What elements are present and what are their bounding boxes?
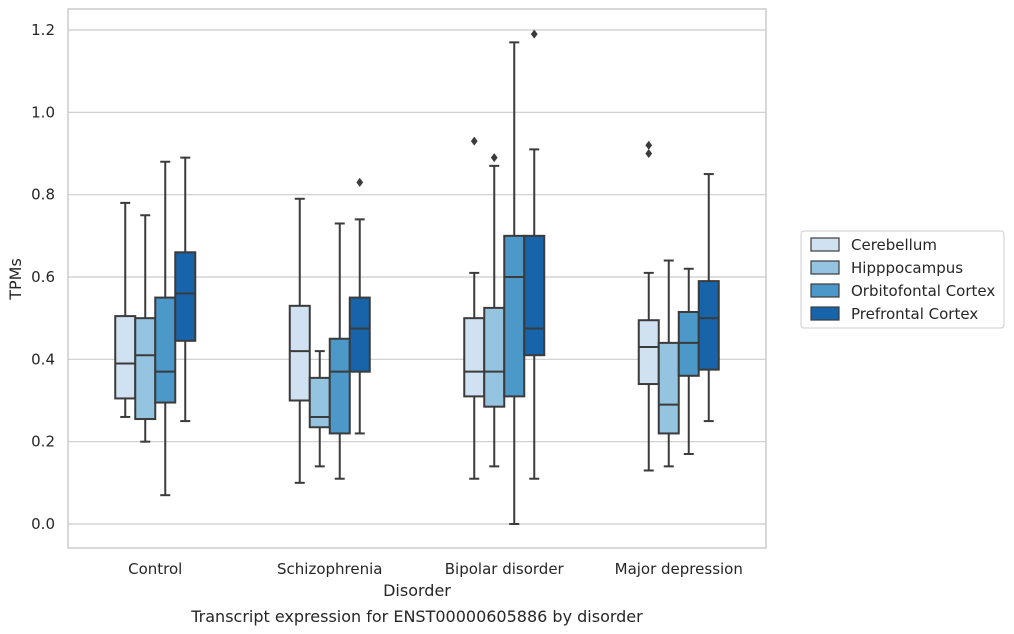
outlier-point xyxy=(470,136,478,146)
y-tick-label: 0.0 xyxy=(31,515,55,533)
box-2-4 xyxy=(657,259,680,468)
y-tick-label: 1.2 xyxy=(31,21,55,39)
box-3-2 xyxy=(328,222,351,480)
box-2-2 xyxy=(308,350,331,468)
box-3-1 xyxy=(154,160,177,497)
legend-label: Prefrontal Cortex xyxy=(851,305,978,323)
outlier-point xyxy=(645,140,653,150)
iqr-box xyxy=(523,234,546,357)
iqr-box xyxy=(328,337,351,435)
box-1-1 xyxy=(114,201,137,418)
y-tick-label: 0.2 xyxy=(31,433,55,451)
y-axis-label: TPMs xyxy=(6,258,25,301)
outlier-point xyxy=(356,177,364,187)
box-layer xyxy=(114,29,720,525)
legend-item: Orbitofontal Cortex xyxy=(810,282,995,300)
box-4-1 xyxy=(174,156,197,423)
x-tick-label: Control xyxy=(128,560,182,578)
box-1-2 xyxy=(288,197,311,484)
x-tick-label: Schizophrenia xyxy=(277,560,382,578)
legend-swatch xyxy=(810,260,840,275)
x-tick-label: Major depression xyxy=(615,560,743,578)
y-tick-label: 1.0 xyxy=(31,103,55,121)
legend: Cerebellum Hipppocampus Orbitofontal Corte… xyxy=(800,230,1005,329)
x-tick-label: Bipolar disorder xyxy=(445,560,565,578)
iqr-box xyxy=(288,304,311,402)
chart-caption: Transcript expression for ENST0000060588… xyxy=(190,607,643,626)
grid-layer xyxy=(68,29,766,525)
iqr-box xyxy=(503,234,526,398)
iqr-box xyxy=(114,315,137,400)
legend-label: Hipppocampus xyxy=(851,259,963,277)
legend-swatch xyxy=(810,283,840,298)
iqr-box xyxy=(677,310,700,377)
iqr-box xyxy=(697,280,720,371)
legend-item: Prefrontal Cortex xyxy=(810,305,978,323)
legend-item: Cerebellum xyxy=(810,236,937,254)
box-4-2 xyxy=(348,177,371,435)
iqr-box xyxy=(154,296,177,404)
legend-swatch xyxy=(810,237,840,252)
box-4-3 xyxy=(523,29,546,480)
x-axis-label: Disorder xyxy=(383,581,451,600)
box-1-3 xyxy=(463,136,486,480)
iqr-box xyxy=(348,296,371,373)
box-3-4 xyxy=(677,267,700,456)
iqr-box xyxy=(308,376,331,429)
legend-item: Hipppocampus xyxy=(810,259,963,277)
y-tick-labels: 0.0 0.2 0.4 0.6 0.8 1.0 1.2 xyxy=(31,21,55,533)
legend-swatch xyxy=(810,306,840,321)
box-1-4 xyxy=(637,140,660,472)
box-3-3 xyxy=(503,41,526,525)
y-tick-label: 0.6 xyxy=(31,268,55,286)
legend-frame xyxy=(800,230,1005,329)
outlier-point xyxy=(645,149,653,158)
outlier-point xyxy=(490,153,498,163)
plot-frame xyxy=(67,8,767,549)
box-2-3 xyxy=(483,153,506,468)
iqr-box xyxy=(657,341,680,435)
box-2-1 xyxy=(134,214,157,443)
y-tick-label: 0.4 xyxy=(31,350,55,368)
iqr-box xyxy=(637,319,660,386)
legend-label: Orbitofontal Cortex xyxy=(851,282,995,300)
x-tick-labels: Control Schizophrenia Bipolar disorder Majo… xyxy=(128,560,743,578)
iqr-box xyxy=(174,251,197,342)
y-tick-label: 0.8 xyxy=(31,186,55,204)
iqr-box xyxy=(483,306,506,408)
iqr-box xyxy=(134,317,157,421)
iqr-box xyxy=(463,317,486,398)
box-4-4 xyxy=(697,173,720,423)
legend-label: Cerebellum xyxy=(851,236,937,254)
outlier-point xyxy=(530,29,538,39)
